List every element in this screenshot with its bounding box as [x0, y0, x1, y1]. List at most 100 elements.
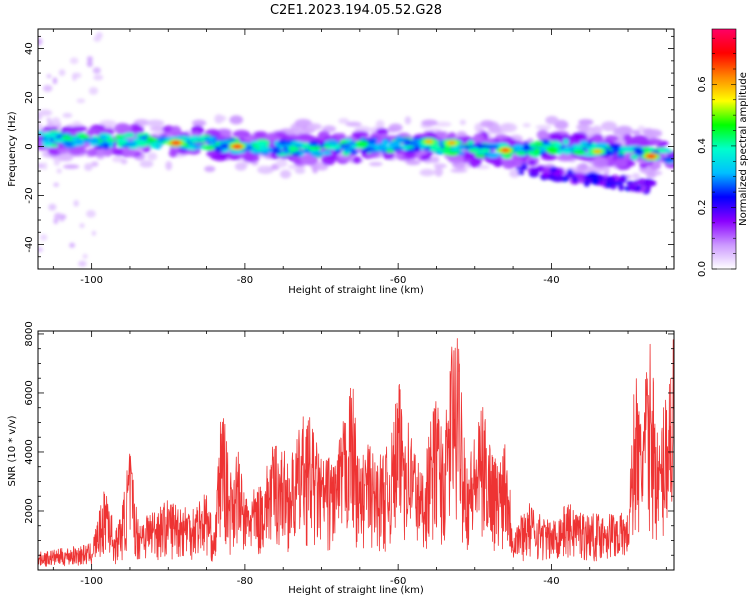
- spectral-cell: [517, 170, 525, 176]
- spectral-cell: [522, 144, 532, 151]
- spectral-cell: [413, 146, 421, 152]
- spectral-cell: [486, 152, 500, 159]
- spectral-cell: [562, 148, 572, 155]
- spectral-cell: [72, 148, 88, 155]
- spectral-cell: [52, 77, 58, 85]
- colorbar-label: Normalized spectral amplitude: [738, 72, 749, 226]
- spectral-cell: [307, 123, 322, 131]
- spectral-cell: [82, 253, 88, 259]
- spectral-cell: [62, 164, 80, 169]
- snr-y-tick-label: 2000: [24, 498, 35, 523]
- spectral-cell: [62, 113, 73, 118]
- spectrogram-y-tick-label: 20: [24, 91, 35, 104]
- spectral-cell: [434, 166, 443, 177]
- spectral-cell: [447, 132, 457, 140]
- spectral-cell: [57, 148, 69, 154]
- spectral-cell: [294, 168, 306, 174]
- spectral-cell: [72, 73, 77, 82]
- spectral-cell: [553, 141, 563, 149]
- spectral-cell: [321, 154, 336, 166]
- spectral-cell: [53, 218, 59, 225]
- spectral-cell: [276, 158, 288, 168]
- snr-y-tick-label: 4000: [24, 439, 35, 464]
- spectral-cell: [489, 144, 499, 150]
- snr-y-tick-label: 8000: [24, 321, 35, 346]
- spectral-cell: [46, 117, 52, 123]
- spectral-cell: [402, 143, 409, 151]
- spectral-cell: [554, 119, 569, 130]
- colorbar: 0.0 0.2 0.4 0.6 Normalized spectral amplitu…: [697, 28, 749, 277]
- spectral-cell: [168, 149, 178, 158]
- spectrogram-x-tick-label: -60: [390, 275, 406, 286]
- spectral-cell: [419, 168, 435, 177]
- spectral-cell: [382, 150, 395, 160]
- spectral-cell: [100, 135, 109, 140]
- spectral-cell: [511, 156, 523, 168]
- spectral-cell: [282, 140, 291, 145]
- spectral-cell: [367, 143, 380, 148]
- colorbar-tick-label: 0.4: [697, 138, 708, 154]
- spectral-cell: [192, 119, 207, 127]
- spectral-cell: [381, 139, 389, 146]
- spectral-cell: [69, 242, 76, 248]
- spectral-cell: [214, 114, 224, 124]
- spectral-cell: [146, 136, 155, 142]
- spectral-cell: [488, 124, 504, 134]
- spectral-cell: [404, 116, 412, 125]
- spectral-cell: [234, 162, 247, 171]
- spectral-cell: [459, 119, 466, 125]
- spectral-cell: [91, 230, 96, 236]
- spectral-cell: [581, 126, 589, 134]
- spectral-cell: [509, 169, 521, 178]
- spectral-cell: [86, 60, 93, 68]
- spectral-cell: [50, 131, 63, 136]
- spectral-cell: [38, 109, 53, 117]
- spectral-cell: [134, 140, 148, 144]
- spectral-cell: [479, 148, 491, 153]
- spectral-cell: [380, 149, 387, 154]
- spectral-cell: [616, 153, 626, 159]
- snr-ticks: -100 -80 -60 -40 2000 4000 6000 8000: [24, 321, 674, 587]
- spectral-cell: [429, 156, 440, 164]
- spectral-cell: [334, 148, 342, 154]
- spectral-cell: [120, 158, 128, 165]
- spectral-cell: [573, 172, 586, 179]
- spectral-cell: [642, 128, 655, 136]
- spectral-cell: [198, 134, 207, 142]
- spectral-cell: [115, 139, 128, 143]
- spectral-cell: [366, 138, 377, 145]
- spectral-cell: [613, 127, 624, 136]
- spectral-cell: [70, 125, 88, 132]
- spectral-cell: [271, 146, 281, 151]
- spectral-cell: [78, 134, 90, 140]
- spectral-cell: [84, 163, 93, 171]
- spectral-cell: [260, 150, 270, 156]
- spectral-cell: [632, 172, 641, 180]
- spectral-cell: [405, 159, 421, 166]
- spectral-cell: [530, 167, 539, 176]
- spectral-cell: [528, 150, 535, 157]
- spectral-cell: [233, 144, 241, 149]
- spectral-cell: [86, 210, 96, 218]
- spectral-cell: [311, 163, 319, 174]
- spectral-cell: [503, 153, 511, 160]
- spectral-cell: [86, 56, 93, 62]
- spectral-cell: [583, 179, 590, 187]
- spectral-cell: [375, 119, 385, 129]
- spectral-cell: [51, 117, 61, 126]
- spectral-cell: [287, 146, 300, 152]
- spectral-cell: [149, 143, 156, 149]
- spectral-cell: [522, 123, 531, 128]
- spectral-cell: [533, 140, 544, 148]
- spectral-cell: [112, 156, 124, 163]
- spectral-cell: [520, 162, 528, 170]
- spectrogram-x-tick-label: -80: [237, 275, 253, 286]
- spectral-cell: [92, 67, 101, 74]
- colorbar-tick-label: 0.0: [697, 261, 708, 277]
- spectral-cell: [628, 183, 638, 191]
- spectral-cell: [93, 35, 102, 42]
- spectral-cell: [409, 141, 420, 147]
- spectral-cell: [556, 154, 575, 162]
- spectral-cell: [533, 148, 541, 154]
- spectral-cell: [295, 142, 304, 147]
